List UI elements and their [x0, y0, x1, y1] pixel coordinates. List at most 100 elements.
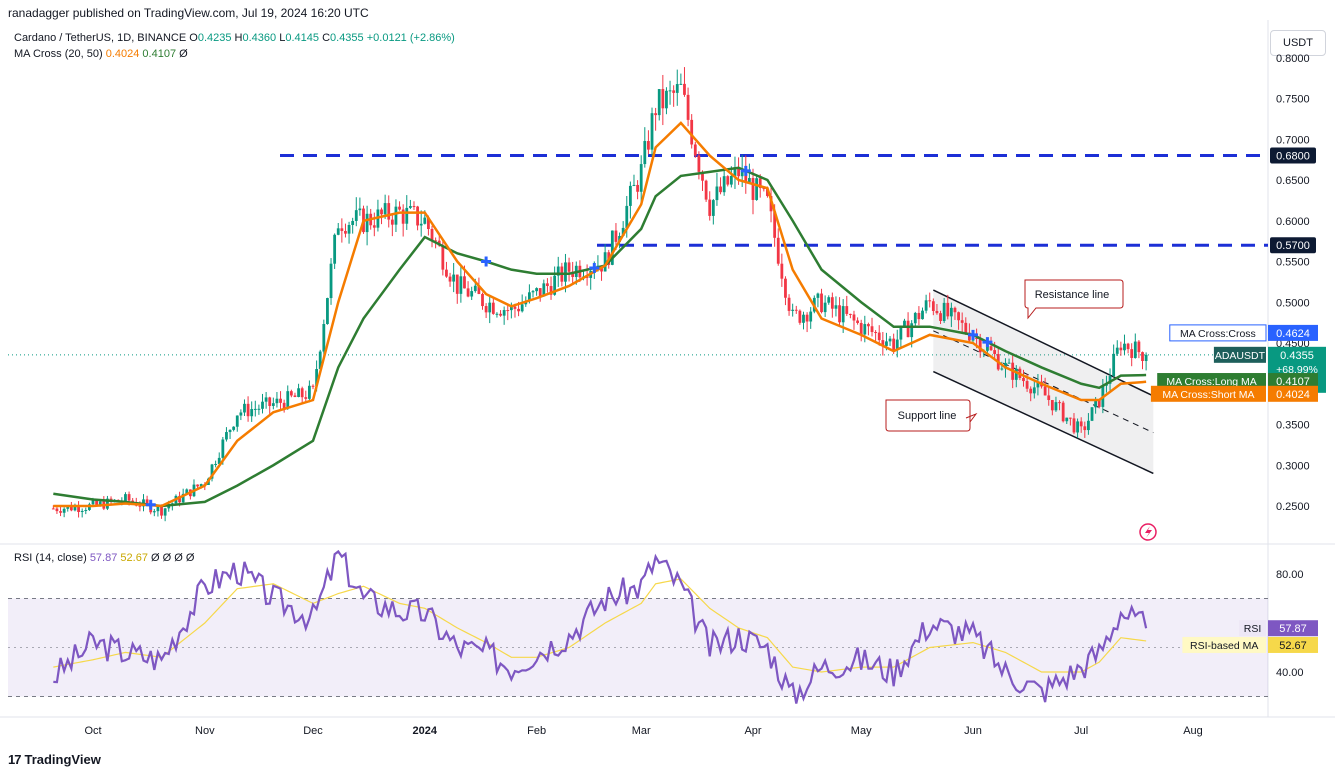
- candle-body: [628, 185, 632, 206]
- ohlc-open: 0.4235: [197, 32, 232, 44]
- candle-body: [621, 227, 625, 236]
- candle-body: [726, 176, 730, 185]
- candle-body: [268, 397, 272, 406]
- candle-body: [344, 230, 347, 234]
- candle-body: [506, 310, 510, 312]
- candle-body: [564, 262, 567, 282]
- ma-cross-marker: [145, 499, 156, 510]
- candle-body: [1054, 402, 1058, 411]
- candle-body: [863, 324, 867, 335]
- candle-body: [647, 141, 650, 150]
- candle-body: [1022, 377, 1025, 382]
- price-tick-label: 0.7000: [1276, 134, 1310, 146]
- candle-body: [657, 89, 661, 116]
- support-callout-text: Support line: [898, 410, 957, 422]
- symbol-label[interactable]: Cardano / TetherUS, 1D, BINANCE: [14, 32, 187, 44]
- candle-body: [365, 213, 369, 233]
- ma-long-line: [53, 166, 1147, 508]
- ma-long-value: 0.4107: [142, 48, 177, 60]
- candle-body: [282, 402, 286, 409]
- candle-body: [625, 205, 629, 228]
- candle-body: [993, 350, 997, 355]
- candle-body: [585, 276, 589, 278]
- currency-button[interactable]: USDT: [1270, 30, 1326, 56]
- candle-body: [160, 506, 163, 516]
- candle-body: [318, 351, 322, 370]
- candle-body: [59, 511, 62, 513]
- price-tag-label: ADAUSDT: [1215, 350, 1266, 362]
- candle-body: [297, 388, 300, 397]
- candle-body: [152, 511, 156, 513]
- price-tick-label: 0.3000: [1276, 460, 1310, 472]
- time-tick-label: Mar: [632, 725, 651, 737]
- candle-body: [816, 293, 820, 298]
- candle-body: [145, 499, 149, 504]
- time-tick-label: Jun: [964, 725, 982, 737]
- price-tag-value: 0.4024: [1276, 389, 1310, 401]
- candle-body: [390, 219, 394, 225]
- rsi-tag-label-bg: [1239, 620, 1266, 637]
- candle-body: [232, 426, 236, 430]
- ma-name[interactable]: MA Cross (20, 50): [14, 48, 103, 60]
- candle-body: [960, 320, 964, 323]
- candle-body: [964, 322, 968, 333]
- candle-body: [304, 397, 308, 399]
- candle-body: [1079, 421, 1083, 427]
- candle-body: [1043, 386, 1047, 396]
- candle-body: [80, 510, 84, 513]
- candle-body: [1032, 387, 1036, 394]
- candle-body: [167, 505, 171, 509]
- candle-body: [603, 252, 607, 272]
- candle-body: [722, 176, 726, 193]
- candle-body: [181, 493, 185, 503]
- candle-body: [614, 230, 618, 242]
- price-tag-label-bg: [1157, 373, 1266, 390]
- candle-body: [430, 228, 434, 241]
- candle-body: [1083, 426, 1087, 431]
- candle-body: [445, 269, 448, 277]
- candle-body: [776, 237, 780, 264]
- candle-body: [412, 206, 416, 208]
- rsi-tag-value-bg: [1268, 620, 1318, 637]
- candle-body: [55, 508, 59, 512]
- price-tag-value: 0.4107: [1276, 376, 1310, 388]
- candle-body: [463, 276, 466, 289]
- candle-body: [690, 119, 694, 145]
- candle-body: [448, 276, 452, 282]
- candle-body: [156, 506, 160, 512]
- candle-body: [841, 306, 845, 323]
- candle-body: [84, 509, 88, 511]
- candle-body: [935, 310, 939, 314]
- candle-body: [762, 188, 766, 190]
- ma-cross-marker: [589, 263, 600, 274]
- time-tick-label: Jul: [1074, 725, 1088, 737]
- candle-body: [791, 309, 795, 311]
- candle-body: [870, 326, 874, 333]
- candle-body: [225, 432, 228, 440]
- candle-body: [531, 291, 535, 293]
- alert-lightning-icon: [1139, 523, 1157, 541]
- tradingview-logo[interactable]: 17 TradingView: [8, 752, 101, 767]
- resistance-callout-box: [1024, 279, 1124, 320]
- candle-body: [1137, 341, 1141, 353]
- candle-body: [668, 90, 672, 92]
- rsi-ma-line: [53, 578, 1147, 673]
- candle-body: [1025, 381, 1029, 389]
- candle-body: [686, 94, 690, 120]
- candle-body: [986, 346, 989, 351]
- candle-body: [163, 508, 167, 516]
- candle-body: [1007, 362, 1011, 364]
- candle-body: [416, 206, 419, 226]
- ma-cross-marker: [740, 165, 751, 176]
- candle-body: [127, 494, 131, 501]
- candle-body: [1090, 407, 1094, 421]
- rsi-name[interactable]: RSI (14, close): [14, 552, 87, 564]
- rsi-tag-label-bg: [1182, 636, 1266, 653]
- candle-body: [1047, 395, 1051, 401]
- candle-body: [275, 398, 279, 404]
- candle-body: [946, 302, 950, 317]
- candle-body: [885, 341, 888, 346]
- candle-body: [470, 291, 474, 297]
- rsi-legend: RSI (14, close) 57.87 52.67 Ø Ø Ø Ø: [14, 552, 194, 564]
